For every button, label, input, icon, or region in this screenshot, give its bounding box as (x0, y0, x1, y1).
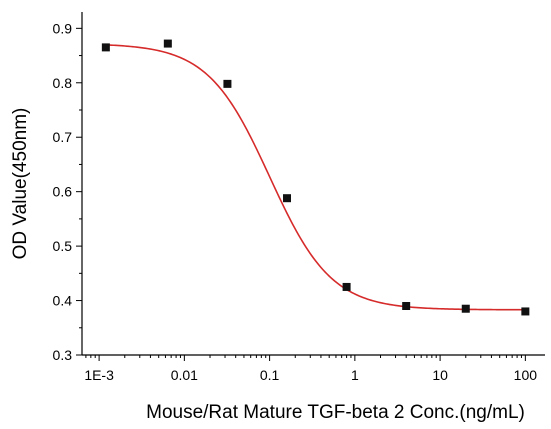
x-axis-title: Mouse/Rat Mature TGF-beta 2 Conc.(ng/mL) (146, 402, 525, 423)
y-tick-label: 0.7 (53, 129, 73, 145)
y-tick-label: 0.3 (53, 347, 73, 363)
x-tick-label: 10 (432, 367, 448, 383)
y-tick-label: 0.6 (53, 184, 73, 200)
y-tick-label: 0.8 (53, 75, 73, 91)
x-axis-ticks: 1E-3 0.01 0.1 1 10 100 (84, 355, 537, 383)
data-point (402, 302, 411, 310)
y-tick-label: 0.5 (53, 238, 73, 254)
x-tick-label: 100 (514, 367, 538, 383)
data-point (283, 194, 292, 203)
data-point (101, 43, 110, 52)
data-point (521, 307, 530, 316)
data-point (461, 304, 470, 313)
x-tick-label: 1E-3 (84, 367, 114, 383)
y-tick-label: 0.4 (53, 293, 73, 309)
y-tick-label: 0.9 (53, 20, 73, 36)
x-tick-label: 0.01 (171, 367, 198, 383)
fit-curve (105, 44, 526, 311)
data-points (101, 39, 530, 316)
data-point (223, 79, 232, 88)
data-point (342, 282, 351, 291)
data-point (163, 39, 172, 48)
x-tick-label: 0.1 (260, 367, 280, 383)
y-axis-ticks: 0.3 0.4 0.5 0.6 0.7 0.8 0.9 (53, 20, 82, 363)
axes (81, 12, 545, 356)
x-tick-label: 1 (351, 367, 359, 383)
y-axis-title: OD Value(450nm) (10, 108, 31, 260)
